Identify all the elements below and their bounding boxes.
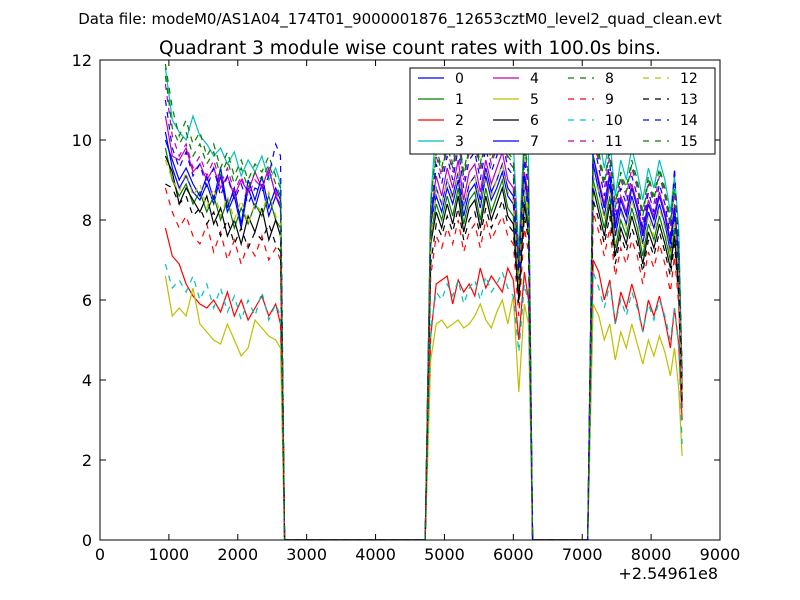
x-tick-label: 7000 <box>562 545 603 564</box>
legend-label-10: 10 <box>605 113 623 129</box>
series-line-13 <box>165 183 683 540</box>
x-tick-label: 6000 <box>493 545 534 564</box>
y-tick-label: 10 <box>72 131 92 150</box>
suptitle: Data file: modeM0/AS1A04_174T01_90000018… <box>78 10 722 29</box>
y-tick-label: 2 <box>82 451 92 470</box>
series-line-12 <box>164 159 683 540</box>
series-line-10 <box>164 263 683 540</box>
chart-title: Quadrant 3 module wise count rates with … <box>159 38 661 59</box>
series-line-6 <box>164 155 683 540</box>
legend-label-7: 7 <box>530 134 539 150</box>
series-line-2 <box>164 227 683 540</box>
series-line-9 <box>164 187 683 540</box>
x-tick-label: 5000 <box>424 545 465 564</box>
legend-label-14: 14 <box>680 113 698 129</box>
legend-label-4: 4 <box>530 71 539 87</box>
y-tick-label: 4 <box>82 371 92 390</box>
y-tick-label: 12 <box>72 51 92 70</box>
legend-label-8: 8 <box>605 71 614 87</box>
series-line-11 <box>164 83 683 540</box>
x-tick-label: 1000 <box>149 545 190 564</box>
legend-label-9: 9 <box>605 92 614 108</box>
x-tick-label: 2000 <box>217 545 258 564</box>
legend-label-1: 1 <box>455 92 464 108</box>
x-axis: 0 1000 2000 3000 4000 5000 6000 7000 8000 9000 <box>95 60 740 564</box>
legend-label-0: 0 <box>455 71 464 87</box>
x-tick-label: 9000 <box>700 545 741 564</box>
y-tick-label: 0 <box>82 531 92 550</box>
legend-label-5: 5 <box>530 92 539 108</box>
series-line-7 <box>164 139 683 540</box>
series-line-0 <box>164 131 683 540</box>
series-line-14 <box>164 99 683 540</box>
legend-label-6: 6 <box>530 113 539 129</box>
legend-frame <box>409 67 716 155</box>
x-tick-label: 3000 <box>286 545 327 564</box>
series-line-5 <box>164 275 683 540</box>
x-offset-label: +2.54961e8 <box>618 564 718 583</box>
legend-label-3: 3 <box>455 134 464 150</box>
x-tick-label: 8000 <box>631 545 672 564</box>
legend-label-13: 13 <box>680 92 698 108</box>
y-tick-label: 6 <box>82 291 92 310</box>
x-tick-label: 0 <box>95 545 105 564</box>
legend-label-11: 11 <box>605 134 623 150</box>
x-tick-label: 4000 <box>355 545 396 564</box>
legend-label-15: 15 <box>680 134 698 150</box>
y-tick-label: 8 <box>82 211 92 230</box>
legend-label-12: 12 <box>680 71 698 87</box>
legend-label-2: 2 <box>455 113 464 129</box>
